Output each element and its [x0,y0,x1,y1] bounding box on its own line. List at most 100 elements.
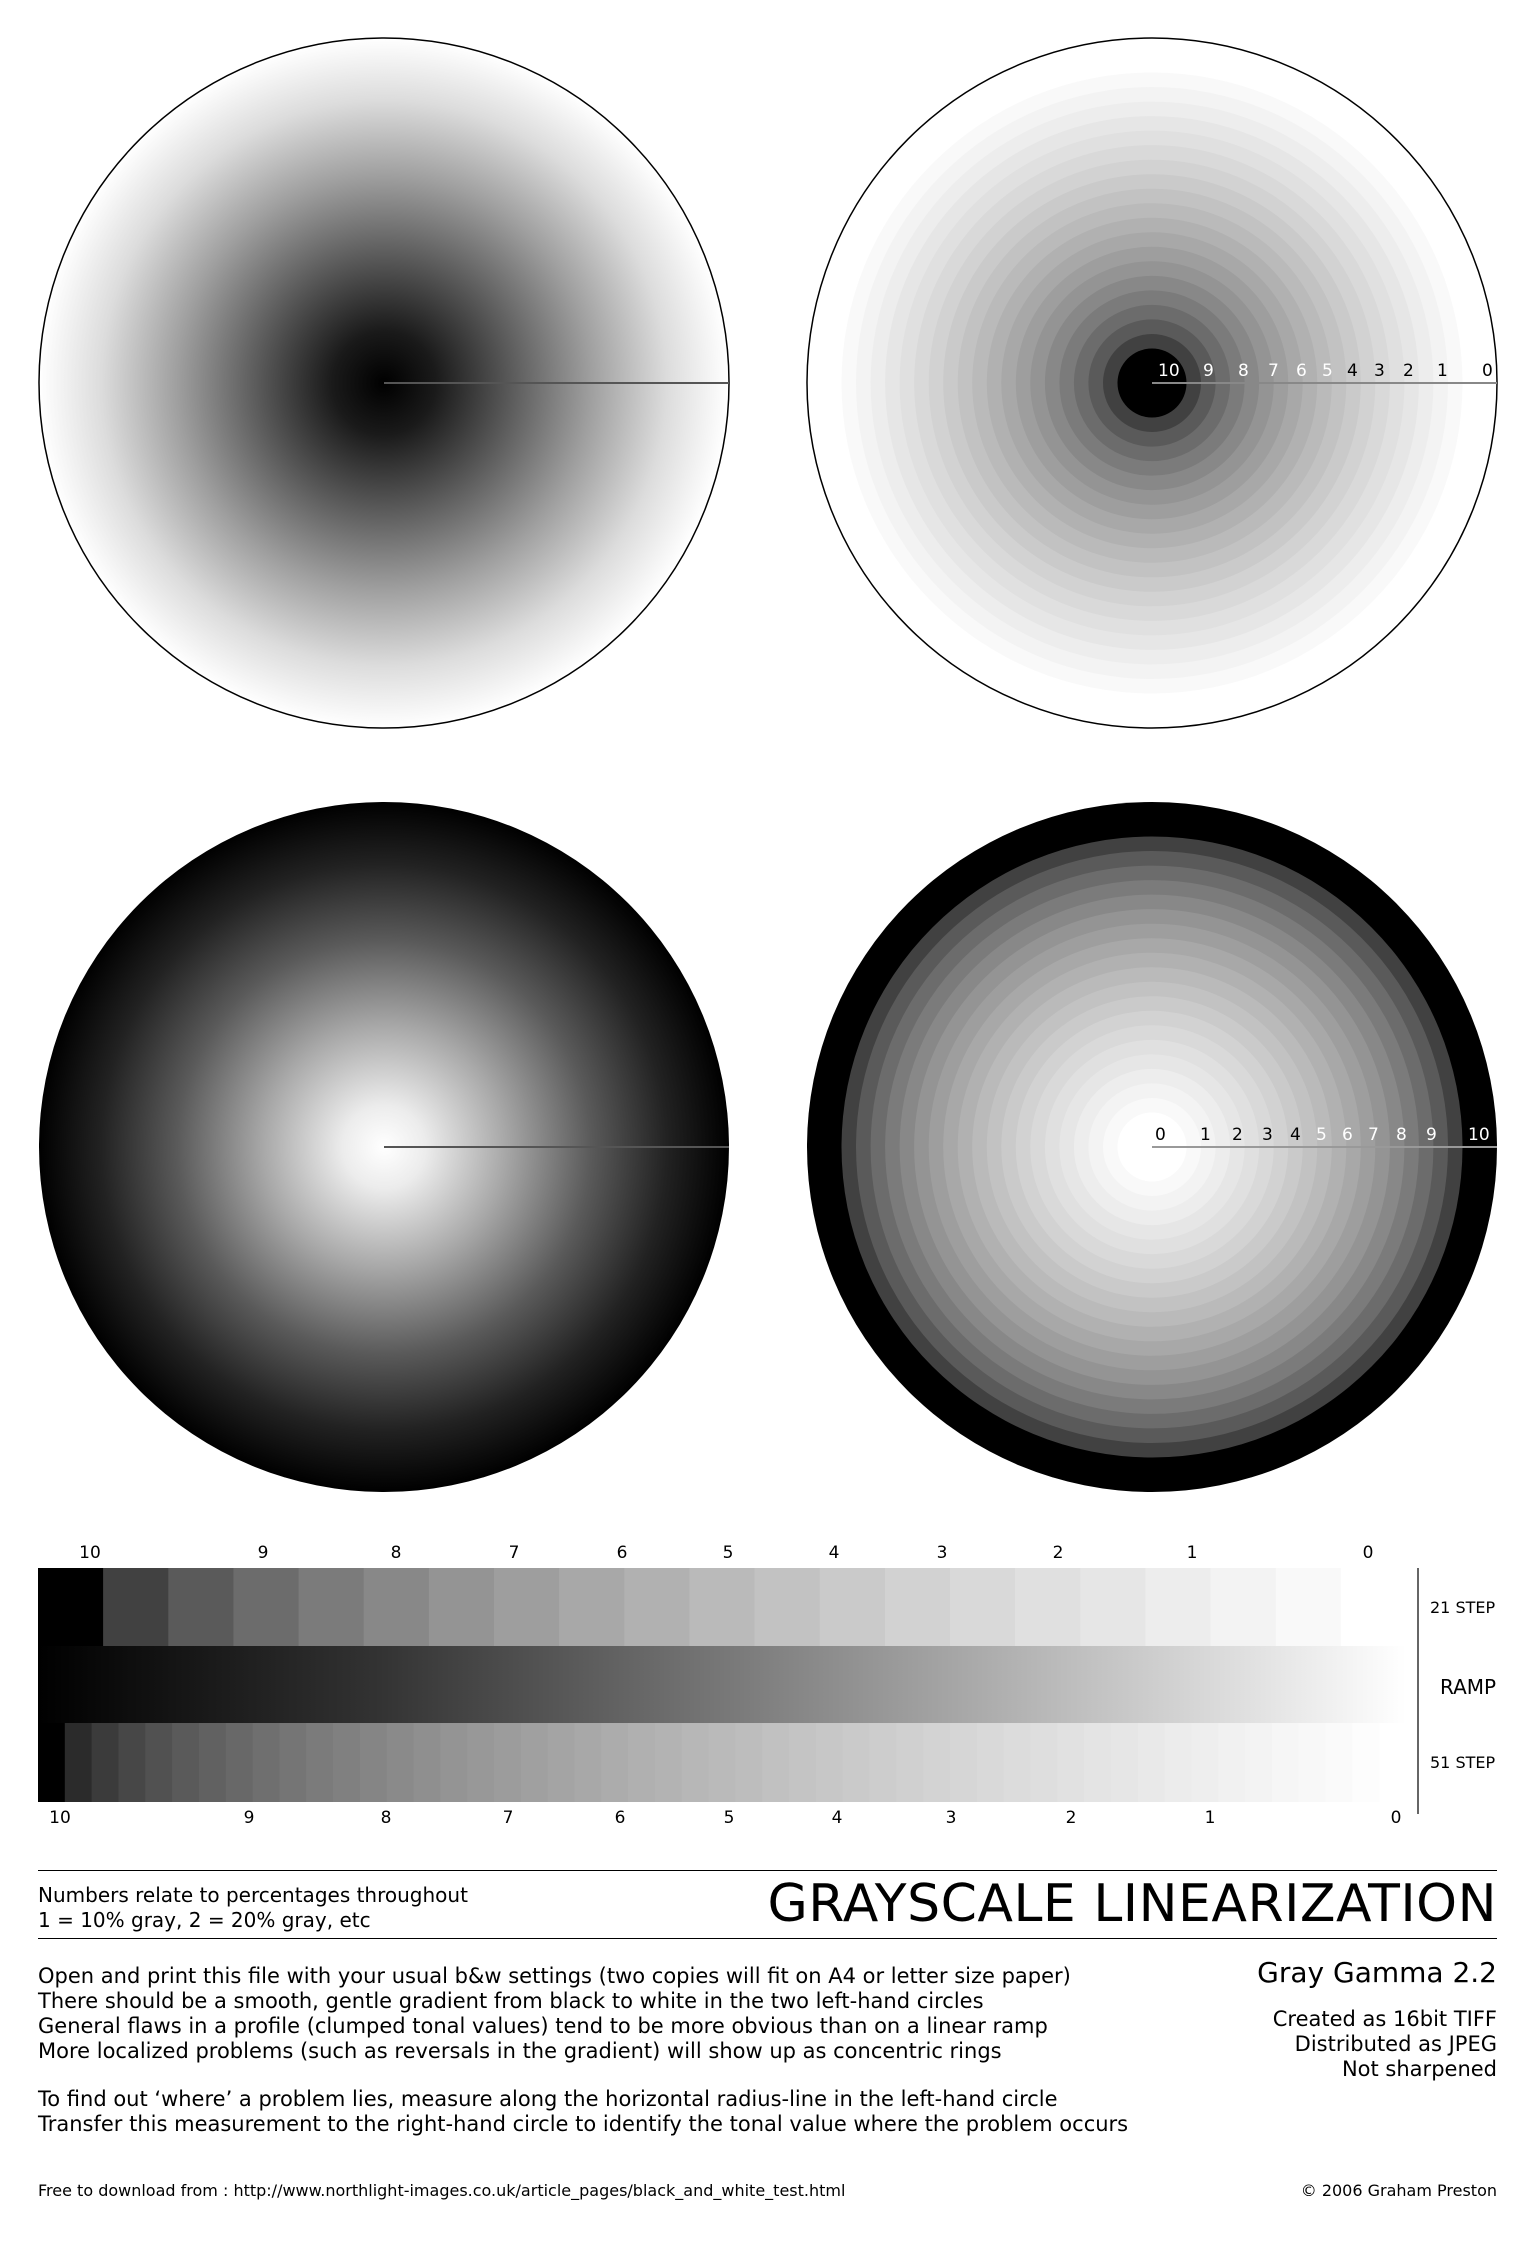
circle-label: 8 [1238,361,1249,381]
strip-bottom-label: 5 [724,1808,735,1828]
strip-bottom-labels: 10 9 8 7 6 5 4 3 2 1 0 [49,1808,1401,1828]
download-link[interactable]: Free to download from : http://www.north… [38,2181,846,2200]
step-51 [1084,1723,1112,1802]
step-51 [708,1723,736,1802]
circle-label: 0 [1482,361,1493,381]
circle-top-right: 10 9 8 7 6 5 4 3 2 1 0 [806,37,1498,729]
strip-top-label: 10 [79,1543,101,1563]
strip-bottom-label: 0 [1391,1808,1402,1828]
step-21 [884,1568,951,1646]
step-51 [413,1723,441,1802]
step-51 [198,1723,227,1802]
step-51 [815,1723,844,1802]
step-51 [306,1723,334,1802]
step-51 [520,1723,549,1802]
step-21 [168,1568,234,1646]
step-51 [333,1723,361,1802]
step-21 [1015,1568,1081,1646]
step-51 [735,1723,763,1802]
step-51 [654,1723,683,1802]
step-51 [681,1723,710,1802]
spec-1: Created as 16bit TIFF [1272,2007,1497,2031]
circle-bottom-right: 0 1 2 3 4 5 6 7 8 9 10 [807,802,1497,1492]
step-51 [1379,1723,1407,1802]
step-51 [1325,1723,1353,1802]
strip-bottom-label: 10 [49,1808,71,1828]
strip-bottom-label: 8 [381,1808,392,1828]
copyright: © 2006 Graham Preston [1300,2181,1497,2200]
step-51 [64,1723,93,1802]
circle-label: 2 [1232,1125,1243,1145]
step-51 [574,1723,602,1802]
step-51 [1164,1723,1192,1802]
step-51 [601,1723,629,1802]
label-51-step: 51 STEP [1430,1753,1496,1772]
circle-label: 3 [1262,1125,1273,1145]
step-51 [923,1723,951,1802]
step-51 [950,1723,978,1802]
step-51 [118,1723,146,1802]
circle-label: 3 [1374,361,1385,381]
step-51 [225,1723,254,1802]
step-51 [869,1723,897,1802]
step-21 [1080,1568,1146,1646]
instruction-4: More localized problems (such as reversa… [38,2039,1002,2063]
circle-label: 5 [1316,1125,1327,1145]
circle-label: 8 [1396,1125,1407,1145]
instruction-5: To find out ‘where’ a problem lies, meas… [38,2087,1058,2111]
strip-top-label: 2 [1053,1543,1064,1563]
percent-note-1: Numbers relate to percentages throughout [38,1883,468,1907]
circle-label: 4 [1347,361,1358,381]
step-21 [298,1568,365,1646]
step-51 [1352,1723,1380,1802]
strip-bottom-label: 4 [832,1808,843,1828]
step-21 [233,1568,300,1646]
rule-top [38,1870,1497,1871]
step-51 [145,1723,173,1802]
step-51 [359,1723,388,1802]
step-51 [252,1723,280,1802]
step-51 [547,1723,575,1802]
step-21 [103,1568,169,1646]
step-51 [172,1723,200,1802]
step-21 [1210,1568,1277,1646]
circle-top-left [38,37,730,729]
instruction-3: General flaws in a profile (clumped tona… [38,2014,1048,2038]
circle-label: 6 [1296,361,1307,381]
strip-51-step [38,1723,1407,1802]
page-title: GRAYSCALE LINEARIZATION [767,1874,1497,1934]
step-21 [1145,1568,1212,1646]
step-21 [428,1568,495,1646]
spec-2: Distributed as JPEG [1294,2032,1497,2056]
strip-top-label: 9 [258,1543,269,1563]
step-51 [1271,1723,1300,1802]
strip-bottom-label: 6 [615,1808,626,1828]
circle-label: 10 [1158,361,1180,381]
strip-top-label: 5 [723,1543,734,1563]
step-51 [38,1723,66,1802]
strip-bottom-label: 9 [244,1808,255,1828]
step-51 [1191,1723,1219,1802]
label-ramp: RAMP [1440,1675,1497,1699]
strip-top-label: 4 [829,1543,840,1563]
strip-21-step [38,1568,1407,1646]
circle-label: 1 [1437,361,1448,381]
circle-label: 9 [1426,1125,1437,1145]
strip-bottom-label: 7 [503,1808,514,1828]
step-51 [628,1723,656,1802]
strip-top-label: 8 [391,1543,402,1563]
step-21 [754,1568,821,1646]
step-51 [279,1723,307,1802]
strip-bottom-label: 3 [946,1808,957,1828]
step-21 [38,1568,104,1646]
step-21 [624,1568,690,1646]
strip-top-label: 6 [617,1543,628,1563]
circle-label: 7 [1368,1125,1379,1145]
circle-label: 10 [1468,1125,1490,1145]
strip-top-labels: 10 9 8 7 6 5 4 3 2 1 0 [79,1543,1373,1563]
strip-ramp [38,1646,1406,1723]
step-21 [1275,1568,1342,1646]
step-51 [896,1723,924,1802]
strip-top-label: 7 [509,1543,520,1563]
